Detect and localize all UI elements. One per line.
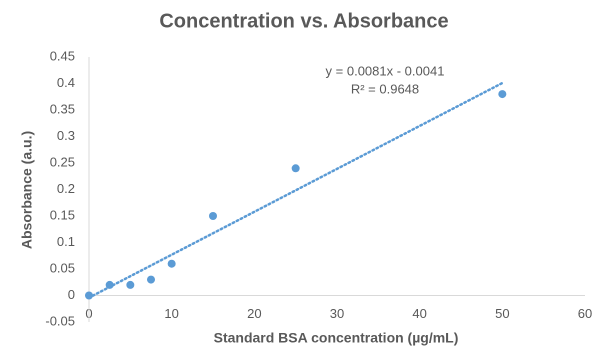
- y-axis-title: Absorbance (a.u.): [19, 131, 35, 249]
- r-squared: R² = 0.9648: [351, 81, 419, 96]
- data-point: [209, 212, 217, 220]
- y-tick-label: 0.4: [57, 75, 75, 90]
- x-tick-label: 30: [330, 306, 344, 321]
- trendline: [87, 81, 504, 299]
- x-tick-label: 10: [164, 306, 178, 321]
- y-tick-label: 0.1: [57, 234, 75, 249]
- x-tick-label: 50: [495, 306, 509, 321]
- y-tick-label: 0.45: [50, 48, 75, 63]
- y-tick-label: 0.05: [50, 260, 75, 275]
- data-point: [147, 275, 155, 284]
- y-tick-label: 0.25: [50, 154, 75, 169]
- chart-title: Concentration vs. Absorbance: [159, 10, 448, 32]
- trendline-equation: y = 0.0081x - 0.0041: [326, 63, 445, 78]
- data-point: [291, 164, 300, 173]
- x-tick-label: 40: [412, 306, 426, 321]
- x-tick-label: 60: [578, 306, 592, 321]
- data-point: [126, 280, 135, 289]
- y-tick-label: 0.15: [50, 207, 75, 222]
- y-tick-label: 0.35: [50, 101, 75, 116]
- y-tick-label: 0.3: [57, 128, 75, 143]
- y-tick-label: 0.2: [57, 181, 75, 196]
- y-tick-label: -0.05: [45, 313, 75, 328]
- data-point: [105, 280, 114, 289]
- x-tick-label: 20: [247, 306, 261, 321]
- y-tick-label: 0: [68, 287, 75, 302]
- data-point: [498, 90, 507, 99]
- x-axis-title: Standard BSA concentration (µg/mL): [214, 330, 459, 346]
- data-point: [167, 259, 176, 268]
- data-point: [85, 291, 93, 300]
